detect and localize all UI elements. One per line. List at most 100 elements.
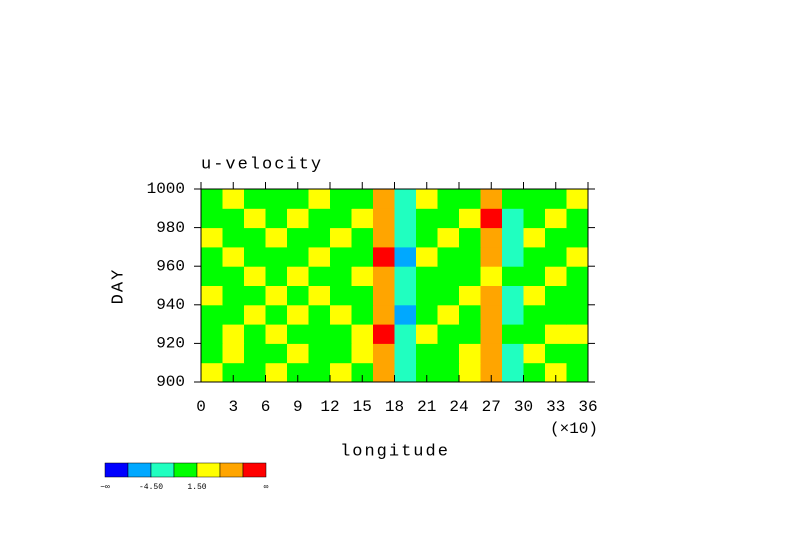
cell (308, 266, 331, 286)
cell (437, 227, 460, 248)
cell (566, 304, 589, 325)
cell (437, 343, 460, 364)
cell (523, 362, 546, 383)
cell (502, 266, 524, 286)
cell (244, 285, 266, 306)
cell (222, 189, 245, 209)
cell (437, 285, 460, 306)
cell (308, 227, 331, 248)
cell (201, 266, 223, 286)
cell (244, 208, 266, 229)
cell (437, 266, 460, 286)
colorbar-box (219, 462, 244, 478)
cell (459, 227, 481, 248)
cell (373, 304, 395, 325)
cell (308, 324, 331, 344)
x-axis-label: longitude (340, 442, 450, 461)
cell (308, 246, 331, 267)
cell (222, 304, 245, 325)
cell (330, 189, 352, 209)
colorbar-box (173, 462, 198, 478)
cell (265, 227, 288, 248)
cell (416, 362, 438, 383)
colorbar-end: ∞ (264, 483, 269, 492)
cell (265, 362, 288, 383)
cell (244, 227, 266, 248)
x-tick-label: 15 (353, 398, 372, 416)
cell (502, 189, 524, 209)
cell (330, 362, 352, 383)
cell (351, 208, 374, 229)
cell (545, 362, 567, 383)
cell (416, 304, 438, 325)
cell (459, 324, 481, 344)
x-tick-label: 36 (578, 398, 597, 416)
cell (265, 285, 288, 306)
cell (265, 324, 288, 344)
cell (545, 343, 567, 364)
cell (308, 343, 331, 364)
cell (201, 227, 223, 248)
cell (351, 362, 374, 383)
cell (502, 246, 524, 267)
cell (437, 324, 460, 344)
cell (222, 285, 245, 306)
cell (201, 343, 223, 364)
cell (330, 343, 352, 364)
cell (351, 285, 374, 306)
cell (373, 285, 395, 306)
cell (373, 362, 395, 383)
cell (459, 246, 481, 267)
cell (480, 304, 503, 325)
cell (351, 246, 374, 267)
cell (308, 208, 331, 229)
cell (394, 362, 417, 383)
cell (373, 189, 395, 209)
cell (416, 227, 438, 248)
cell (287, 343, 309, 364)
x-tick-label: 30 (514, 398, 533, 416)
cell (545, 208, 567, 229)
cell (480, 324, 503, 344)
cell (244, 246, 266, 267)
cell (373, 208, 395, 229)
cell (416, 285, 438, 306)
cell (222, 343, 245, 364)
cell (373, 227, 395, 248)
cell (351, 343, 374, 364)
cell (287, 266, 309, 286)
cell (201, 246, 223, 267)
cell (265, 208, 288, 229)
cell (330, 246, 352, 267)
colorbar-box (196, 462, 221, 478)
cell (308, 362, 331, 383)
cell (416, 189, 438, 209)
cell (416, 246, 438, 267)
cell (459, 189, 481, 209)
cell (394, 189, 417, 209)
cell (502, 304, 524, 325)
cell (351, 227, 374, 248)
cell (459, 343, 481, 364)
cell (330, 285, 352, 306)
cell (244, 189, 266, 209)
cell (459, 285, 481, 306)
cell (394, 266, 417, 286)
chart-title: u-velocity (201, 155, 323, 174)
cell (373, 343, 395, 364)
cell (566, 324, 589, 344)
cell (523, 208, 546, 229)
cell (394, 227, 417, 248)
cell (523, 324, 546, 344)
cell (330, 266, 352, 286)
cell (201, 324, 223, 344)
cell (502, 343, 524, 364)
cell (308, 189, 331, 209)
x-tick-label: 33 (546, 398, 565, 416)
cell (330, 324, 352, 344)
cell (394, 208, 417, 229)
cell (265, 246, 288, 267)
y-tick-label: 1000 (147, 180, 185, 198)
cell (330, 227, 352, 248)
